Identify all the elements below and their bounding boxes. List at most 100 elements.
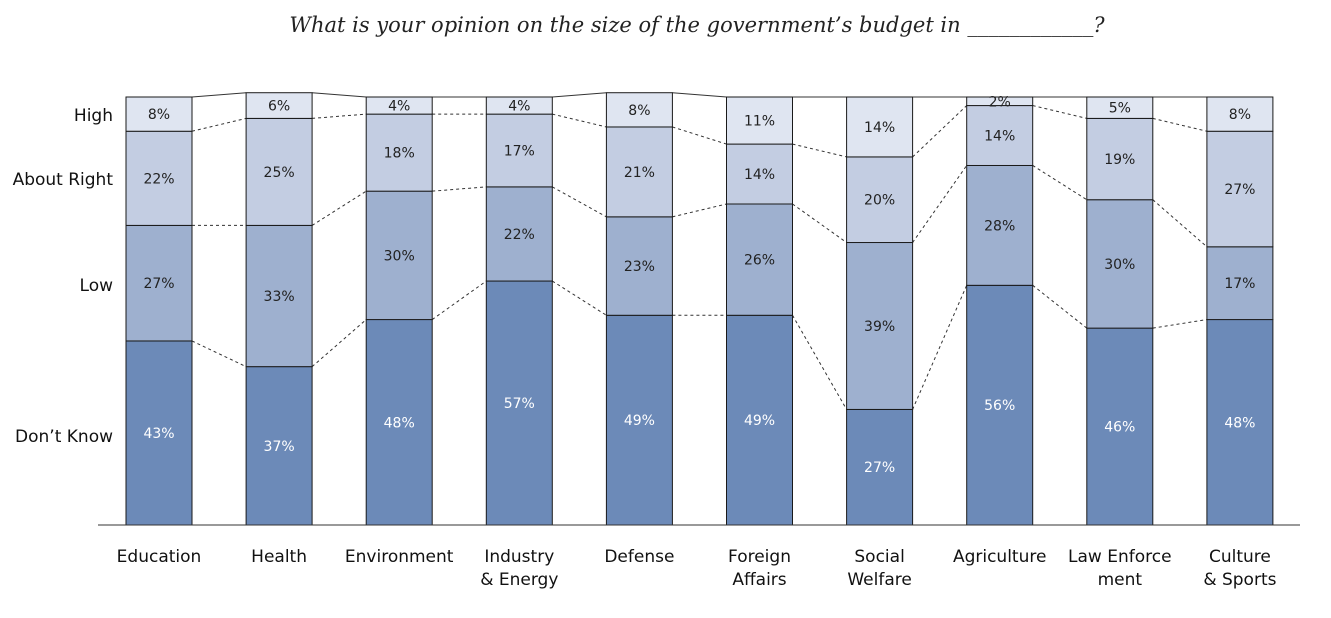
category-label: Environment <box>345 547 454 567</box>
bar-segment <box>485 280 553 526</box>
bars <box>125 92 1274 526</box>
data-label: 22% <box>143 171 174 187</box>
data-label: 57% <box>504 396 535 412</box>
bar-segment <box>846 242 914 410</box>
data-label: 46% <box>1104 420 1135 436</box>
data-label: 14% <box>984 129 1015 145</box>
data-label: 25% <box>264 165 295 181</box>
data-label: 27% <box>143 276 174 292</box>
data-label: 11% <box>744 114 775 130</box>
bar-segment <box>846 156 914 244</box>
connector-line <box>1152 319 1207 329</box>
category-label: & Sports <box>1203 570 1276 590</box>
data-label: 33% <box>264 289 295 305</box>
data-label: 27% <box>1224 182 1255 198</box>
data-label: 18% <box>384 146 415 162</box>
connector-line <box>912 285 968 410</box>
category-label: Health <box>251 547 307 567</box>
bar-segment <box>605 314 673 526</box>
data-label: 8% <box>1229 107 1251 123</box>
data-label: 6% <box>268 99 290 115</box>
bar-segment <box>1206 96 1274 132</box>
connector-lines <box>191 92 1208 410</box>
bar-segment <box>365 96 433 115</box>
data-label: 56% <box>984 398 1015 414</box>
value-labels: 43% 27% 22% 8% 37% 33% 25% 6% 48% 30% 18% 4% 57% 22% 1… <box>143 94 1255 476</box>
connector-line <box>1032 165 1088 201</box>
connector-line <box>672 92 727 98</box>
bar-segment <box>1086 199 1154 329</box>
connector-line <box>431 280 487 320</box>
bar-segment <box>1206 130 1274 248</box>
data-label: 49% <box>624 413 655 429</box>
category-label: & Energy <box>480 570 558 590</box>
connector-line <box>552 280 607 316</box>
row-label-dont-know: Don’t Know <box>15 427 113 447</box>
bar-segment <box>485 186 553 282</box>
bar-segment <box>846 408 914 526</box>
category-labels: Education Health Environment Industry & Ener… <box>117 547 1277 590</box>
bar-segment <box>1086 96 1154 119</box>
category-label: Agriculture <box>953 547 1047 567</box>
data-label: 19% <box>1104 152 1135 168</box>
data-label: 22% <box>504 227 535 243</box>
data-label: 4% <box>388 99 410 115</box>
bar-segment <box>846 96 914 158</box>
connector-line <box>912 165 968 243</box>
data-label: 27% <box>864 460 895 476</box>
data-label: 28% <box>984 218 1015 234</box>
bar-segment <box>1086 117 1154 201</box>
connector-line <box>912 105 968 158</box>
connector-line <box>1152 117 1208 132</box>
data-label: 21% <box>624 165 655 181</box>
data-label: 17% <box>504 144 535 160</box>
data-label: 8% <box>628 103 650 119</box>
category-label: Foreign <box>728 547 791 567</box>
bar-segment <box>365 190 433 321</box>
category-label: Law Enforce <box>1068 547 1172 567</box>
category-label: Welfare <box>847 570 911 590</box>
connector-line <box>191 340 247 368</box>
bar-segment <box>245 117 313 226</box>
connector-line <box>1152 199 1208 248</box>
connector-line <box>792 315 848 410</box>
bar-segment <box>365 319 433 526</box>
connector-line <box>672 203 727 218</box>
bar-segment <box>125 224 193 342</box>
connector-line <box>312 113 367 119</box>
data-label: 5% <box>1109 101 1131 117</box>
bar-segment <box>726 143 793 205</box>
connector-line <box>432 186 487 192</box>
bar-segment <box>966 284 1034 526</box>
data-label: 30% <box>1104 257 1135 273</box>
data-label: 4% <box>508 99 530 115</box>
category-label: Education <box>117 547 202 567</box>
bar-segment <box>605 216 673 316</box>
bar-segment <box>726 203 793 316</box>
category-label: Social <box>854 547 904 567</box>
data-label: 2% <box>989 94 1011 110</box>
bar-segment <box>726 96 793 145</box>
data-label: 30% <box>384 248 415 264</box>
row-label-low: Low <box>80 276 114 296</box>
data-label: 23% <box>624 259 655 275</box>
bar-segment <box>966 164 1034 286</box>
data-label: 49% <box>744 413 775 429</box>
data-label: 26% <box>744 253 775 269</box>
connector-line <box>311 319 367 368</box>
category-label: ment <box>1098 570 1143 590</box>
data-label: 48% <box>384 415 415 431</box>
bar-segment <box>125 96 193 132</box>
connector-line <box>552 92 607 98</box>
category-label: Defense <box>604 547 674 567</box>
row-label-about-right: About Right <box>13 170 114 190</box>
data-label: 14% <box>864 120 895 136</box>
row-labels: High About Right Low Don’t Know <box>13 106 114 447</box>
connector-line <box>311 190 367 226</box>
connector-line <box>191 117 247 132</box>
category-label: Industry <box>484 547 554 567</box>
bar-segment <box>1206 246 1274 321</box>
data-label: 20% <box>864 193 895 209</box>
data-label: 48% <box>1224 415 1255 431</box>
